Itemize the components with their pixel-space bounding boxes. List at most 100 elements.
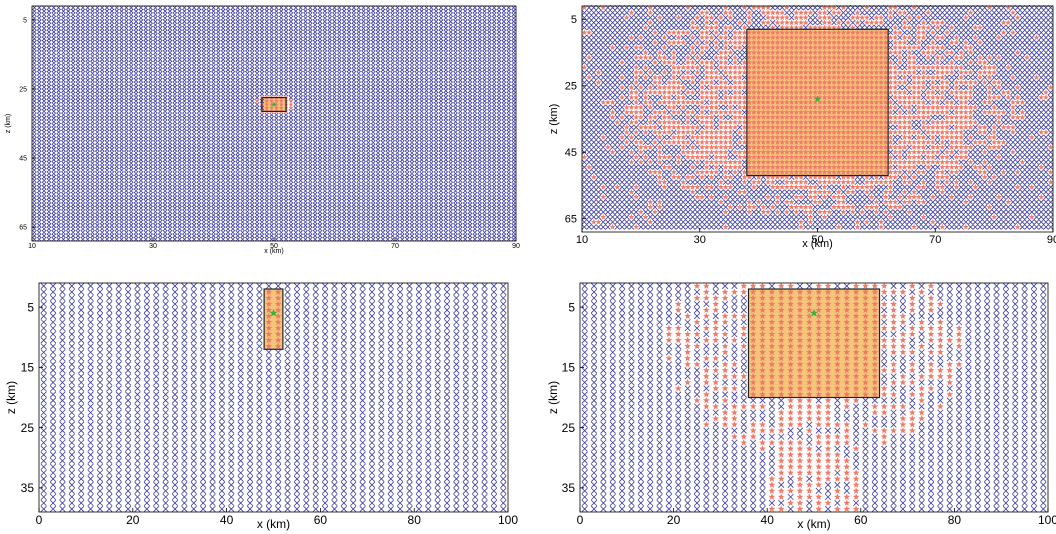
grid-marker	[424, 143, 429, 149]
grid-marker	[104, 19, 110, 24]
grid-marker	[80, 136, 86, 142]
grid-marker	[337, 50, 342, 55]
grid-marker	[177, 78, 182, 83]
grid-marker	[124, 19, 129, 24]
grid-marker	[225, 57, 231, 62]
grid-marker	[283, 122, 289, 128]
grid-marker	[395, 112, 400, 118]
grid-marker	[429, 102, 434, 107]
grid-marker	[230, 136, 236, 142]
grid-marker	[487, 102, 492, 107]
grid-marker	[390, 143, 395, 149]
grid-marker	[424, 160, 429, 166]
grid-marker	[491, 160, 497, 166]
grid-marker	[491, 164, 497, 169]
grid-marker	[133, 22, 139, 28]
grid-marker	[254, 8, 260, 14]
grid-marker	[506, 29, 512, 35]
grid-marker	[80, 22, 86, 28]
grid-marker	[70, 60, 76, 66]
grid-marker	[259, 154, 265, 159]
grid-marker	[487, 95, 492, 100]
grid-marker	[409, 109, 415, 114]
grid-marker	[245, 136, 250, 142]
grid-marker	[385, 126, 391, 131]
grid-marker	[264, 29, 270, 35]
grid-marker	[240, 33, 245, 38]
grid-marker	[433, 22, 439, 28]
grid-marker	[264, 74, 270, 80]
grid-marker	[283, 60, 289, 66]
grid-marker	[419, 143, 424, 149]
grid-marker	[245, 22, 250, 28]
grid-marker	[482, 95, 487, 100]
grid-marker	[366, 102, 371, 107]
grid-marker	[104, 36, 110, 42]
grid-marker	[56, 129, 61, 135]
grid-marker	[133, 40, 139, 45]
grid-marker	[225, 160, 231, 166]
grid-marker	[138, 40, 144, 45]
grid-marker	[133, 8, 139, 14]
grid-marker	[99, 26, 105, 31]
grid-marker	[172, 157, 178, 163]
grid-marker	[70, 53, 76, 59]
grid-marker	[259, 40, 265, 45]
grid-marker	[458, 164, 463, 169]
grid-marker	[240, 71, 245, 76]
grid-marker	[225, 22, 231, 28]
grid-marker	[32, 147, 37, 152]
grid-marker	[409, 91, 415, 97]
grid-marker	[153, 171, 158, 176]
grid-marker	[322, 109, 328, 114]
grid-marker	[409, 105, 415, 111]
grid-marker	[501, 119, 507, 125]
grid-marker	[225, 15, 231, 21]
grid-marker	[119, 147, 124, 152]
grid-marker	[361, 174, 366, 180]
grid-marker	[148, 78, 153, 83]
grid-marker	[85, 154, 90, 159]
grid-marker	[366, 126, 371, 131]
grid-marker	[148, 91, 153, 97]
grid-marker	[51, 40, 57, 45]
grid-marker	[487, 60, 492, 66]
grid-marker	[191, 81, 197, 87]
grid-marker	[424, 40, 429, 45]
grid-marker	[220, 43, 226, 49]
grid-marker	[501, 64, 507, 69]
grid-marker	[429, 26, 434, 31]
grid-marker	[511, 19, 516, 24]
grid-marker	[274, 78, 279, 83]
grid-marker	[187, 164, 192, 169]
grid-marker	[487, 119, 492, 125]
grid-marker	[404, 22, 410, 28]
grid-marker	[467, 105, 473, 111]
grid-marker	[85, 46, 90, 52]
grid-marker	[404, 164, 410, 169]
grid-marker	[385, 102, 391, 107]
grid-marker	[453, 150, 458, 156]
grid-marker	[225, 43, 231, 49]
grid-marker	[75, 40, 81, 45]
grid-marker	[254, 84, 260, 90]
grid-marker	[380, 64, 386, 69]
grid-marker	[458, 19, 463, 24]
grid-marker	[153, 36, 158, 42]
grid-marker	[95, 119, 100, 125]
grid-marker	[337, 171, 342, 176]
grid-marker	[138, 129, 144, 135]
grid-marker	[61, 29, 66, 35]
grid-marker	[177, 84, 182, 90]
grid-marker	[56, 36, 61, 42]
grid-marker	[312, 84, 318, 90]
grid-marker	[448, 119, 453, 125]
grid-marker	[124, 26, 129, 31]
grid-marker	[138, 15, 144, 21]
grid-marker	[424, 88, 429, 93]
grid-marker	[356, 67, 361, 73]
grid-marker	[46, 88, 52, 93]
grid-marker	[114, 112, 119, 118]
grid-marker	[109, 12, 115, 17]
grid-marker	[177, 147, 182, 152]
